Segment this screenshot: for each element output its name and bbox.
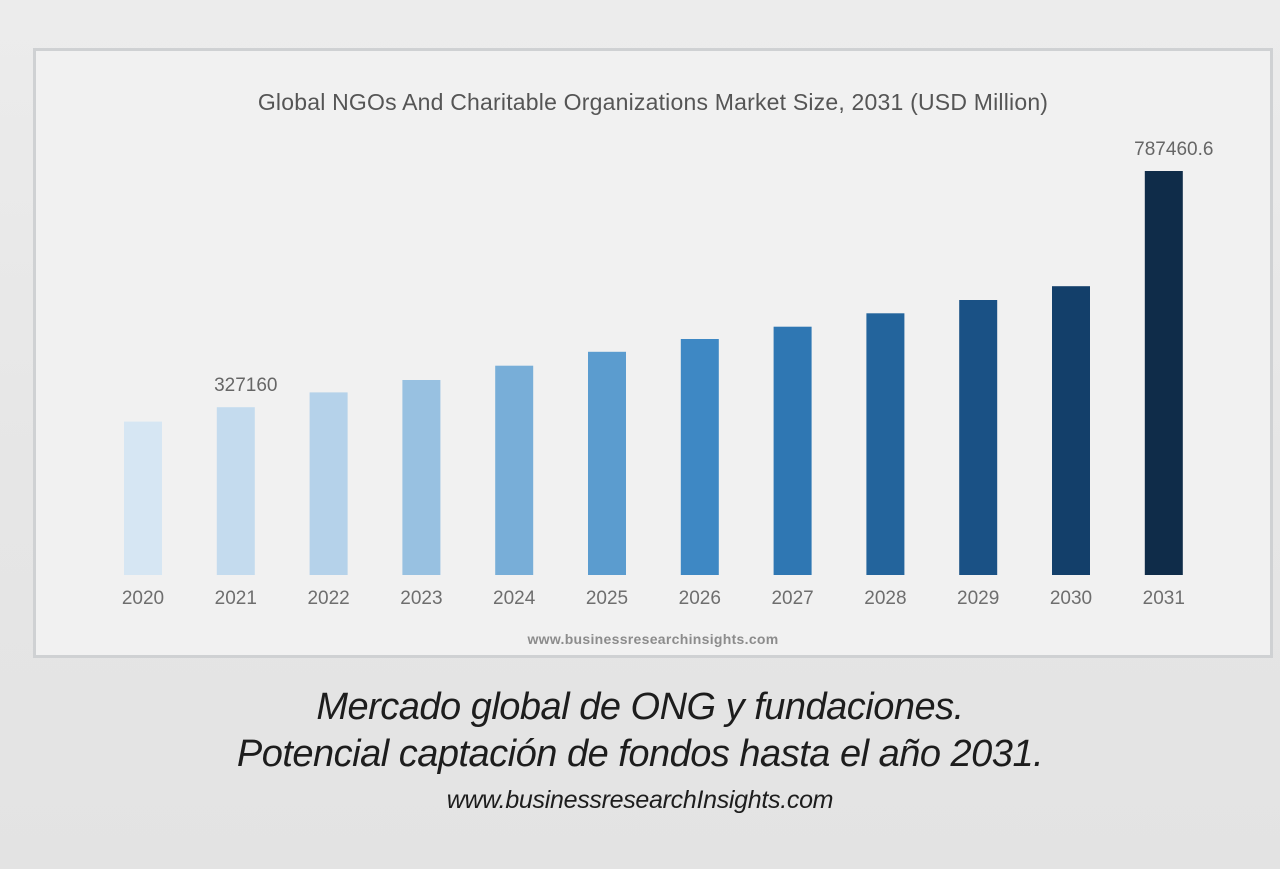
bar-chart: 2020 2021 2022 2023 2024 2025 2026 2027 2028 2029… [122,139,1214,609]
bar-2026 [680,339,719,575]
bar-2022 [309,392,348,575]
bar-2024 [495,365,534,575]
x-tick-label-2025: 2025 [586,588,628,609]
bar-2028 [866,313,905,575]
x-tick-label-2027: 2027 [771,588,813,609]
caption-line-2: Potencial captación de fondos hasta el a… [236,733,1044,775]
x-tick-label-2026: 2026 [679,588,721,609]
data-label-2021: 327160 [214,375,277,396]
x-tick-label-2022: 2022 [307,588,349,609]
bar-2021 [216,407,255,575]
x-tick-label-2031: 2031 [1143,588,1185,609]
chart-title: Global NGOs And Charitable Organizations… [257,89,1049,115]
bar-2023 [402,380,441,575]
x-tick-label-2028: 2028 [864,588,906,609]
chart-source: www.businessresearchinsights.com [527,631,779,647]
x-tick-label-2030: 2030 [1050,588,1092,609]
caption-url: www.businessresearchInsights.com [446,786,834,814]
chart-panel: Global NGOs And Charitable Organizations… [33,48,1273,658]
bar-2030 [1052,286,1090,575]
x-tick-label-2023: 2023 [400,588,442,609]
data-label-2031: 787460.6 [1134,139,1213,160]
x-tick-label-2024: 2024 [493,588,536,609]
caption-line-1: Mercado global de ONG y fundaciones. [316,686,964,728]
bar-2020 [124,421,162,575]
x-tick-label-2029: 2029 [957,588,999,609]
bar-2027 [773,326,812,575]
bar-2025 [588,351,626,575]
x-tick-label-2021: 2021 [215,588,257,609]
bar-2029 [959,300,998,575]
x-tick-label-2020: 2020 [122,588,164,609]
bar-2031 [1144,171,1183,575]
